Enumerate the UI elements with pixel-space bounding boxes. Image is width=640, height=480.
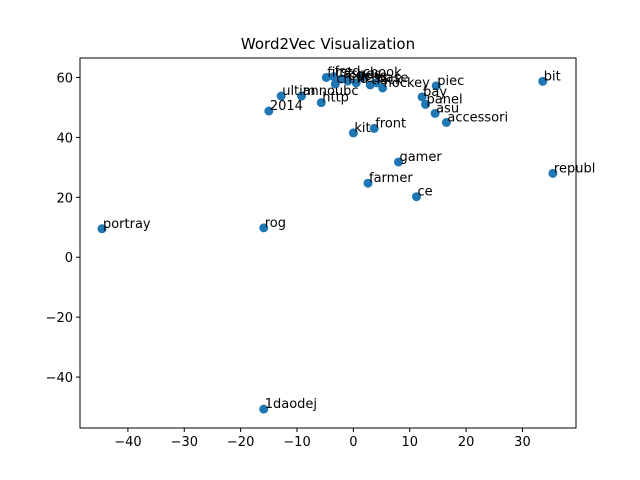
scatter-point: [343, 76, 353, 86]
x-tick-label: −30: [171, 435, 198, 450]
point-label: rog: [265, 216, 286, 231]
point-label: flesc: [357, 71, 387, 86]
scatter-point: [329, 72, 339, 82]
point-label: first: [327, 65, 352, 80]
scatter-point: [297, 91, 307, 101]
point-label: farmer: [369, 171, 413, 186]
x-tick-label: 20: [458, 435, 475, 450]
scatter-point: [431, 81, 441, 91]
point-label: 2014: [270, 99, 303, 114]
y-axis: −40 −20 0 20 40 60: [46, 71, 80, 386]
chart-title: Word2Vec Visualization: [241, 35, 415, 53]
data-points: [97, 72, 558, 414]
point-label: ultim: [282, 84, 315, 99]
scatter-point: [259, 404, 269, 414]
x-tick-label: −20: [227, 435, 254, 450]
y-tick-label: 0: [65, 251, 73, 266]
scatter-point: [321, 72, 331, 82]
point-label: cnnd: [336, 72, 368, 87]
scatter-point: [276, 91, 286, 101]
scatter-point: [378, 83, 388, 93]
scatter-point: [357, 72, 367, 82]
point-label: front: [375, 116, 406, 131]
y-tick-label: 40: [56, 131, 73, 146]
scatter-point: [417, 92, 427, 102]
x-tick-label: 0: [349, 435, 357, 450]
scatter-point: [393, 157, 403, 167]
scatter-point: [421, 99, 431, 109]
scatter-point: [351, 78, 361, 88]
scatter-point: [441, 117, 451, 127]
point-label: bay: [423, 85, 447, 100]
point-label: base: [377, 71, 408, 86]
scatter-point: [259, 223, 269, 233]
point-label: cuche: [349, 69, 388, 84]
point-label: chook: [363, 65, 402, 80]
point-label: panel: [427, 92, 463, 107]
point-label: gamer: [399, 150, 442, 165]
point-label: fred: [335, 65, 361, 80]
scatter-point: [369, 123, 379, 133]
point-label: aspec: [343, 67, 381, 82]
x-axis: −40 −30 −20 −10 0 10 20 30: [114, 428, 531, 450]
point-label: accessori: [447, 110, 508, 125]
scatter-point: [430, 108, 440, 118]
point-label: hockey: [384, 76, 430, 91]
point-label: bit: [544, 69, 561, 84]
point-label: ce: [417, 185, 432, 200]
scatter-point: [371, 78, 381, 88]
point-label: piec: [437, 74, 464, 89]
y-tick-label: 60: [56, 71, 73, 86]
x-tick-label: −10: [283, 435, 310, 450]
x-tick-label: −40: [114, 435, 141, 450]
y-tick-label: 20: [56, 191, 73, 206]
point-label: tlack: [371, 73, 403, 88]
point-label: asu: [436, 101, 459, 116]
scatter-point: [97, 224, 107, 234]
point-label: 1daodej: [265, 397, 317, 412]
x-tick-label: 10: [401, 435, 418, 450]
scatter-point: [538, 76, 548, 86]
scatter-point: [264, 106, 274, 116]
y-tick-label: −40: [46, 371, 73, 386]
point-label: kit: [354, 121, 370, 136]
scatter-point: [316, 98, 326, 108]
axes-frame: [79, 57, 577, 429]
scatter-point: [411, 192, 421, 202]
scatter-point: [548, 168, 558, 178]
point-label: http: [322, 91, 349, 106]
scatter-point: [363, 178, 373, 188]
x-tick-label: 30: [514, 435, 531, 450]
scatter-point: [330, 79, 340, 89]
point-label: republ: [554, 161, 595, 176]
y-tick-label: −20: [46, 311, 73, 326]
point-label: portray: [103, 217, 151, 232]
scatter-point: [348, 128, 358, 138]
point-label: annoubc: [303, 84, 359, 99]
